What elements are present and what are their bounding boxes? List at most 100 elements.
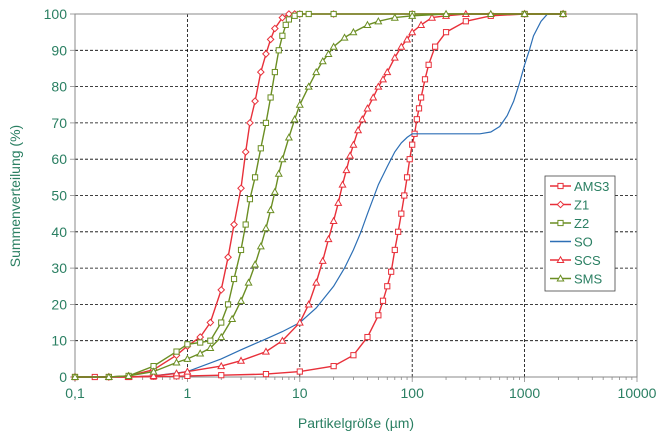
data-point <box>318 256 327 264</box>
data-point <box>350 352 357 359</box>
data-point <box>275 47 282 54</box>
data-point <box>395 228 402 235</box>
data-point <box>388 268 395 275</box>
data-point <box>278 13 287 22</box>
data-point <box>282 21 289 28</box>
data-point <box>285 16 293 23</box>
series-group <box>70 9 568 381</box>
data-point <box>217 332 226 341</box>
data-point <box>197 339 204 346</box>
x-tick-label: 100 <box>401 385 425 401</box>
data-point <box>184 341 191 348</box>
data-point <box>206 318 215 327</box>
data-point <box>149 371 158 379</box>
data-point <box>375 312 382 319</box>
data-point <box>330 10 337 18</box>
data-point <box>172 358 181 366</box>
data-point <box>369 93 378 101</box>
data-point <box>390 13 399 21</box>
legend-label: SMS <box>574 272 603 287</box>
x-tick-label: 1 <box>184 385 192 401</box>
data-point <box>246 196 254 203</box>
data-point <box>246 118 254 127</box>
data-point <box>256 242 265 250</box>
data-point <box>442 29 450 36</box>
data-point <box>217 361 226 370</box>
data-point <box>295 100 304 108</box>
y-tick-label: 30 <box>51 260 67 276</box>
legend-marker <box>557 219 564 227</box>
data-point <box>251 97 259 106</box>
x-tick-label: 0,1 <box>65 385 85 401</box>
legend-item: Z1 <box>550 198 589 213</box>
data-point <box>349 27 358 36</box>
data-point <box>397 42 406 50</box>
data-point <box>244 278 253 286</box>
data-point <box>312 67 321 76</box>
legend-item: SMS <box>550 272 603 287</box>
data-point <box>279 32 286 39</box>
data-point <box>278 154 287 163</box>
y-tick-label: 40 <box>51 224 67 240</box>
x-tick-label: 10 <box>292 385 308 401</box>
data-point <box>104 372 113 381</box>
data-point <box>364 333 371 341</box>
legend-marker <box>556 274 565 282</box>
data-point <box>398 210 405 217</box>
data-point <box>363 104 372 112</box>
data-point <box>379 297 387 304</box>
data-point <box>324 234 333 243</box>
data-point <box>363 20 372 28</box>
data-point <box>312 278 321 286</box>
data-point <box>173 348 180 355</box>
series-line <box>75 13 559 378</box>
x-axis-label: Partikelgröße (µm) <box>298 415 414 431</box>
legend-item: SO <box>550 235 593 250</box>
data-point <box>559 9 568 18</box>
data-point <box>358 115 367 123</box>
data-point <box>207 337 214 344</box>
x-tick-label: 10000 <box>618 385 657 401</box>
y-tick-label: 0 <box>59 369 67 385</box>
data-point <box>278 336 287 344</box>
data-point <box>274 169 283 177</box>
data-point <box>206 343 215 352</box>
data-point <box>261 223 271 232</box>
data-point <box>330 363 337 370</box>
data-point <box>224 301 232 308</box>
data-point <box>384 283 391 290</box>
data-point <box>403 35 412 43</box>
data-point <box>486 9 495 18</box>
data-point <box>270 187 279 195</box>
data-point <box>236 296 246 304</box>
legend-marker <box>556 255 565 264</box>
legend-item: AMS3 <box>550 179 609 194</box>
data-point <box>441 9 451 18</box>
data-point <box>305 10 312 18</box>
data-point <box>378 75 388 83</box>
data-point <box>236 356 246 364</box>
data-point <box>270 24 279 33</box>
data-point <box>391 246 398 254</box>
data-point <box>149 367 158 375</box>
data-point <box>403 174 411 181</box>
legend: AMS3 Z1 Z2 SO SCS SMS <box>544 175 616 292</box>
data-point <box>324 49 333 57</box>
data-point <box>183 367 192 375</box>
y-tick-label: 100 <box>44 6 68 22</box>
data-point <box>261 347 271 355</box>
data-point <box>262 119 270 127</box>
y-axis-label: Summenverteilung (%) <box>7 125 23 267</box>
data-point <box>425 61 432 68</box>
data-point <box>340 33 349 41</box>
data-point <box>406 156 413 163</box>
data-point <box>421 76 429 83</box>
y-tick-label: 80 <box>51 79 67 95</box>
data-point <box>251 260 260 268</box>
y-tick-label: 60 <box>51 151 67 167</box>
data-point <box>408 27 417 36</box>
data-point <box>390 53 399 61</box>
data-point <box>374 82 383 90</box>
legend-marker <box>557 182 564 190</box>
